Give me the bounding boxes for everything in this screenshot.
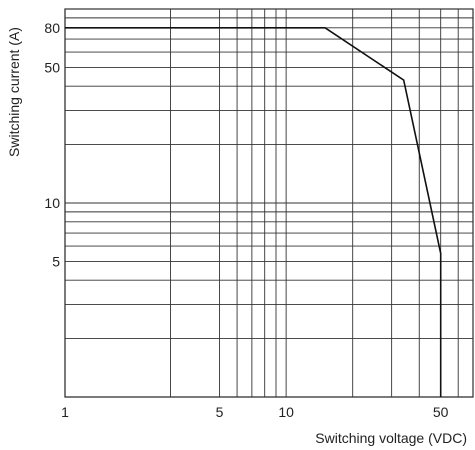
y-tick-label: 10 — [44, 195, 60, 211]
y-tick-label: 50 — [44, 59, 60, 75]
series-line — [65, 26, 442, 397]
grid — [65, 8, 474, 397]
x-tick-label: 5 — [216, 404, 224, 420]
y-tick-label: 80 — [44, 20, 60, 36]
y-tick-label: 5 — [52, 253, 60, 269]
x-tick-label: 50 — [433, 404, 449, 420]
y-axis-label: Switching current (A) — [6, 27, 22, 157]
x-axis-label: Switching voltage (VDC) — [315, 430, 467, 446]
series-lines — [65, 26, 442, 397]
tick-labels: 1 5 10 50 80 50 10 5 — [44, 20, 448, 420]
x-tick-label: 1 — [61, 404, 69, 420]
x-tick-label: 10 — [278, 404, 294, 420]
